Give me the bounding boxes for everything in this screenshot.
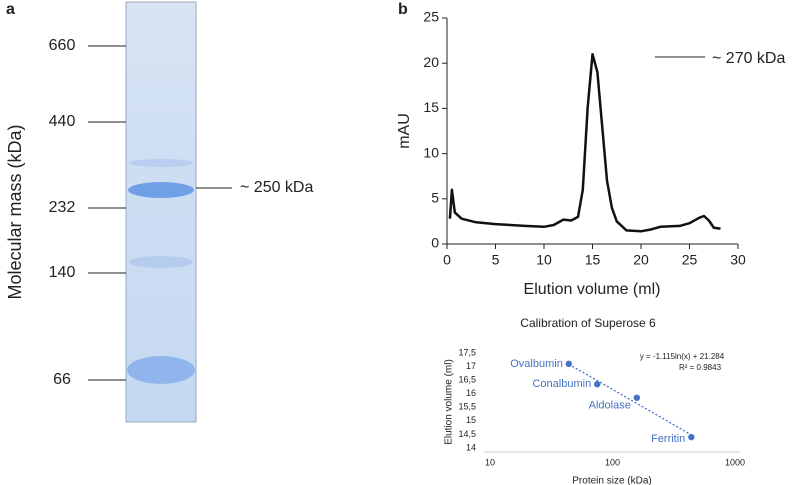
point-label: Ferritin [651, 433, 685, 445]
marker-label: 140 [49, 264, 76, 281]
y-tick-label: 0 [431, 235, 439, 251]
x-tick-label: 5 [492, 252, 500, 268]
panel-label: a [6, 1, 15, 18]
x-axis-label: Protein size (kDa) [572, 476, 651, 485]
trendline [568, 363, 692, 436]
y-tick-label: 15,5 [458, 402, 476, 412]
r-squared: R² = 0.9843 [679, 363, 722, 372]
marker-label: 660 [49, 37, 76, 54]
panel-label: b [398, 1, 408, 18]
chart-title: Calibration of Superose 6 [520, 316, 656, 330]
gel-image [125, 1, 197, 423]
x-tick-label: 15 [585, 252, 601, 268]
y-tick-label: 20 [423, 54, 439, 70]
point-label: Ovalbumin [510, 358, 563, 370]
point [565, 360, 573, 368]
point [593, 381, 601, 388]
y-tick-label: 15 [466, 415, 476, 425]
annotation: ~ 250 kDa [240, 179, 313, 196]
y-tick-label: 16 [466, 388, 476, 398]
y-tick-label: 14 [466, 442, 476, 452]
y-tick-label: 25 [423, 9, 439, 25]
point [633, 394, 641, 401]
trace [448, 52, 721, 233]
y-tick-label: 15 [423, 99, 439, 115]
y-tick-label: 17 [466, 361, 476, 371]
point [688, 433, 695, 441]
axis-label: Molecular mass (kDa) [5, 124, 25, 299]
equation: y = -1.115ln(x) + 21.284 [640, 352, 725, 361]
x-tick-label: 0 [443, 252, 451, 268]
annotation: ~ 270 kDa [712, 50, 785, 67]
x-tick-label: 1000 [725, 457, 745, 467]
x-tick-label: 25 [682, 252, 698, 268]
x-tick-label: 100 [605, 457, 620, 467]
y-axis-label: mAU [396, 113, 413, 149]
x-tick-label: 10 [485, 457, 495, 467]
marker-label: 66 [53, 371, 71, 388]
x-axis-label: Elution volume (ml) [524, 281, 661, 298]
y-tick-label: 14,5 [458, 429, 476, 439]
y-tick-label: 5 [431, 190, 439, 206]
y-tick-label: 17,5 [458, 347, 476, 357]
x-tick-label: 20 [633, 252, 649, 268]
marker-label: 440 [49, 113, 76, 130]
x-tick-label: 30 [730, 252, 746, 268]
point-label: Conalbumin [532, 378, 591, 390]
x-tick-label: 10 [536, 252, 552, 268]
marker-label: 232 [49, 199, 76, 216]
y-tick-label: 16,5 [458, 375, 476, 385]
point-label: Aldolase [589, 400, 631, 412]
y-tick-label: 10 [423, 144, 439, 160]
y-axis-label: Elution volume (ml) [444, 359, 455, 445]
